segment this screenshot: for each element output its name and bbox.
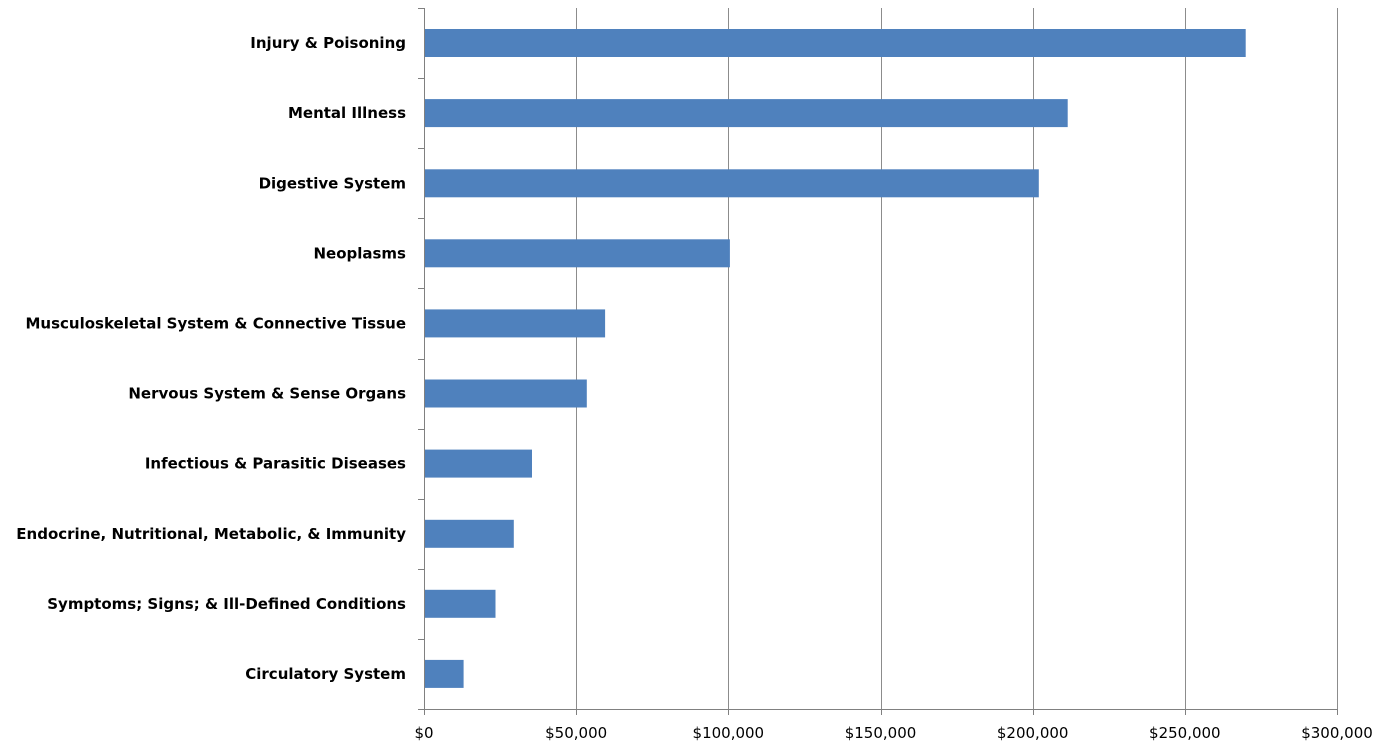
- bar: [424, 659, 464, 688]
- bar: [424, 449, 532, 478]
- bar: [424, 169, 1039, 198]
- category-label: Endocrine, Nutritional, Metabolic, & Imm…: [16, 525, 406, 543]
- category-label: Nervous System & Sense Organs: [128, 385, 406, 403]
- bar: [424, 309, 606, 338]
- bar: [424, 99, 1068, 128]
- bars: [424, 29, 1246, 688]
- bar: [424, 239, 730, 268]
- category-label: Neoplasms: [313, 244, 406, 262]
- bar: [424, 379, 587, 408]
- x-tick-label: $200,000: [997, 724, 1069, 742]
- category-label: Mental Illness: [288, 104, 406, 122]
- x-tick-label: $150,000: [845, 724, 917, 742]
- category-label: Musculoskeletal System & Connective Tiss…: [25, 314, 406, 332]
- category-label: Circulatory System: [245, 665, 406, 683]
- category-label: Symptoms; Signs; & Ill-Defined Condition…: [47, 595, 406, 613]
- category-label: Injury & Poisoning: [250, 34, 406, 52]
- bar: [424, 589, 496, 618]
- category-label: Infectious & Parasitic Diseases: [145, 455, 406, 473]
- x-tick-label: $100,000: [693, 724, 765, 742]
- bar: [424, 29, 1246, 57]
- axes: [418, 8, 1338, 715]
- category-label: Digestive System: [259, 174, 406, 192]
- x-tick-label: $250,000: [1149, 724, 1221, 742]
- category-labels: Injury & Poisoning Mental Illness Digestiv…: [16, 34, 406, 683]
- bar: [424, 519, 514, 548]
- x-tick-labels: $0 $50,000 $100,000 $150,000 $200,000 $250,00…: [414, 724, 1372, 742]
- x-tick-label: $0: [414, 724, 433, 742]
- x-tick-label: $50,000: [545, 724, 607, 742]
- x-tick-label: $300,000: [1301, 724, 1373, 742]
